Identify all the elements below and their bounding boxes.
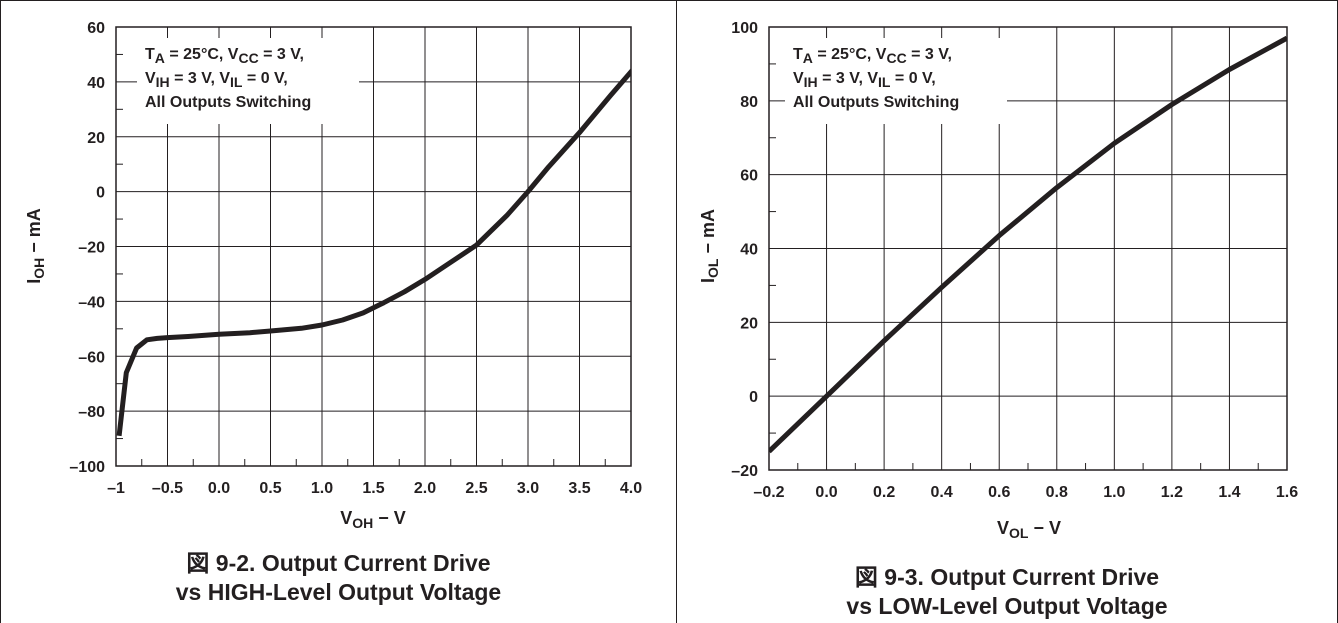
x-tick-label: 4.0 bbox=[620, 480, 642, 497]
x-tick-label: 0.5 bbox=[259, 480, 281, 497]
x-tick-label: 1.0 bbox=[1103, 484, 1125, 501]
x-tick-label: 2.5 bbox=[465, 480, 487, 497]
y-tick-label: –100 bbox=[69, 459, 105, 476]
x-tick-label: –0.5 bbox=[152, 480, 183, 497]
chart-left: –1 –0.5 0.0 0.5 1.0 1.5 2.0 2.5 3.0 3.5 4.0 –100 –80… bbox=[24, 20, 642, 531]
x-tick-label: –1 bbox=[107, 480, 125, 497]
y-tick-label: –20 bbox=[78, 240, 105, 257]
y-axis-label: IOL − mA bbox=[698, 209, 721, 283]
x-tick-label: 0.6 bbox=[988, 484, 1010, 501]
y-tick-label: –20 bbox=[731, 463, 758, 480]
y-tick-label: 100 bbox=[731, 20, 758, 37]
y-tick-label: –60 bbox=[78, 349, 105, 366]
y-tick-label: 40 bbox=[87, 75, 105, 92]
plot-frame bbox=[115, 26, 632, 467]
x-tick-label: 3.0 bbox=[517, 480, 539, 497]
conditions-annotation-line: All Outputs Switching bbox=[145, 94, 311, 111]
caption-right-line1: 図 9-3. Output Current Drive bbox=[854, 564, 1160, 590]
x-tick-label: 1.2 bbox=[1161, 484, 1183, 501]
caption-right-line2: vs LOW-Level Output Voltage bbox=[846, 593, 1168, 619]
figure-panel-right: 図 9-3. Output Current Drive vs LOW-Level… bbox=[676, 0, 1338, 623]
caption-left-line2: vs HIGH-Level Output Voltage bbox=[175, 579, 502, 605]
x-tick-label: –0.2 bbox=[753, 484, 784, 501]
y-tick-label: 60 bbox=[87, 20, 105, 37]
x-tick-label: 0.2 bbox=[873, 484, 895, 501]
y-axis-label: IOH − mA bbox=[24, 208, 47, 284]
conditions-annotation-line: All Outputs Switching bbox=[793, 94, 959, 111]
x-axis-label: VOL − V bbox=[997, 518, 1061, 541]
x-tick-label: 0.0 bbox=[208, 480, 230, 497]
x-axis-label: VOH − V bbox=[340, 508, 406, 531]
x-tick-label: 0.0 bbox=[815, 484, 837, 501]
annotation-box bbox=[137, 38, 359, 124]
y-tick-label: 20 bbox=[87, 130, 105, 147]
y-tick-label: 60 bbox=[740, 168, 758, 185]
y-tick-label: 0 bbox=[749, 389, 758, 406]
conditions-annotation-line: VIH = 3 V, VIL = 0 V, bbox=[793, 70, 936, 90]
x-tick-label: 1.5 bbox=[362, 480, 384, 497]
chart-right: –0.2 0.0 0.2 0.4 0.6 0.8 1.0 1.2 1.4 1.6 –20 0 20 40 6… bbox=[698, 20, 1298, 541]
conditions-annotation-line: TA = 25°C, VCC = 3 V, bbox=[793, 46, 952, 66]
y-tick-label: –80 bbox=[78, 404, 105, 421]
x-tick-label: 3.5 bbox=[568, 480, 590, 497]
figure-panel-left: 図 9-2. Output Current Drive vs HIGH-Leve… bbox=[0, 0, 676, 623]
x-tick-label: 1.4 bbox=[1218, 484, 1240, 501]
y-tick-label: 0 bbox=[96, 185, 105, 202]
annotation-box bbox=[785, 38, 1007, 124]
conditions-annotation-line: VIH = 3 V, VIL = 0 V, bbox=[145, 70, 288, 90]
data-series-line bbox=[769, 35, 1287, 454]
x-tick-label: 1.0 bbox=[311, 480, 333, 497]
conditions-annotation-line: TA = 25°C, VCC = 3 V, bbox=[145, 46, 304, 66]
figure-caption-left: 図 9-2. Output Current Drive vs HIGH-Leve… bbox=[1, 549, 676, 607]
caption-left-line1: 図 9-2. Output Current Drive bbox=[186, 550, 491, 576]
x-tick-label: 0.8 bbox=[1046, 484, 1068, 501]
x-tick-label: 1.6 bbox=[1276, 484, 1298, 501]
y-tick-label: 80 bbox=[740, 94, 758, 111]
figure-caption-right: 図 9-3. Output Current Drive vs LOW-Level… bbox=[677, 563, 1337, 621]
y-tick-label: 40 bbox=[740, 242, 758, 259]
y-tick-label: –40 bbox=[78, 294, 105, 311]
y-tick-label: 20 bbox=[740, 315, 758, 332]
x-tick-label: 0.4 bbox=[931, 484, 953, 501]
x-tick-label: 2.0 bbox=[414, 480, 436, 497]
